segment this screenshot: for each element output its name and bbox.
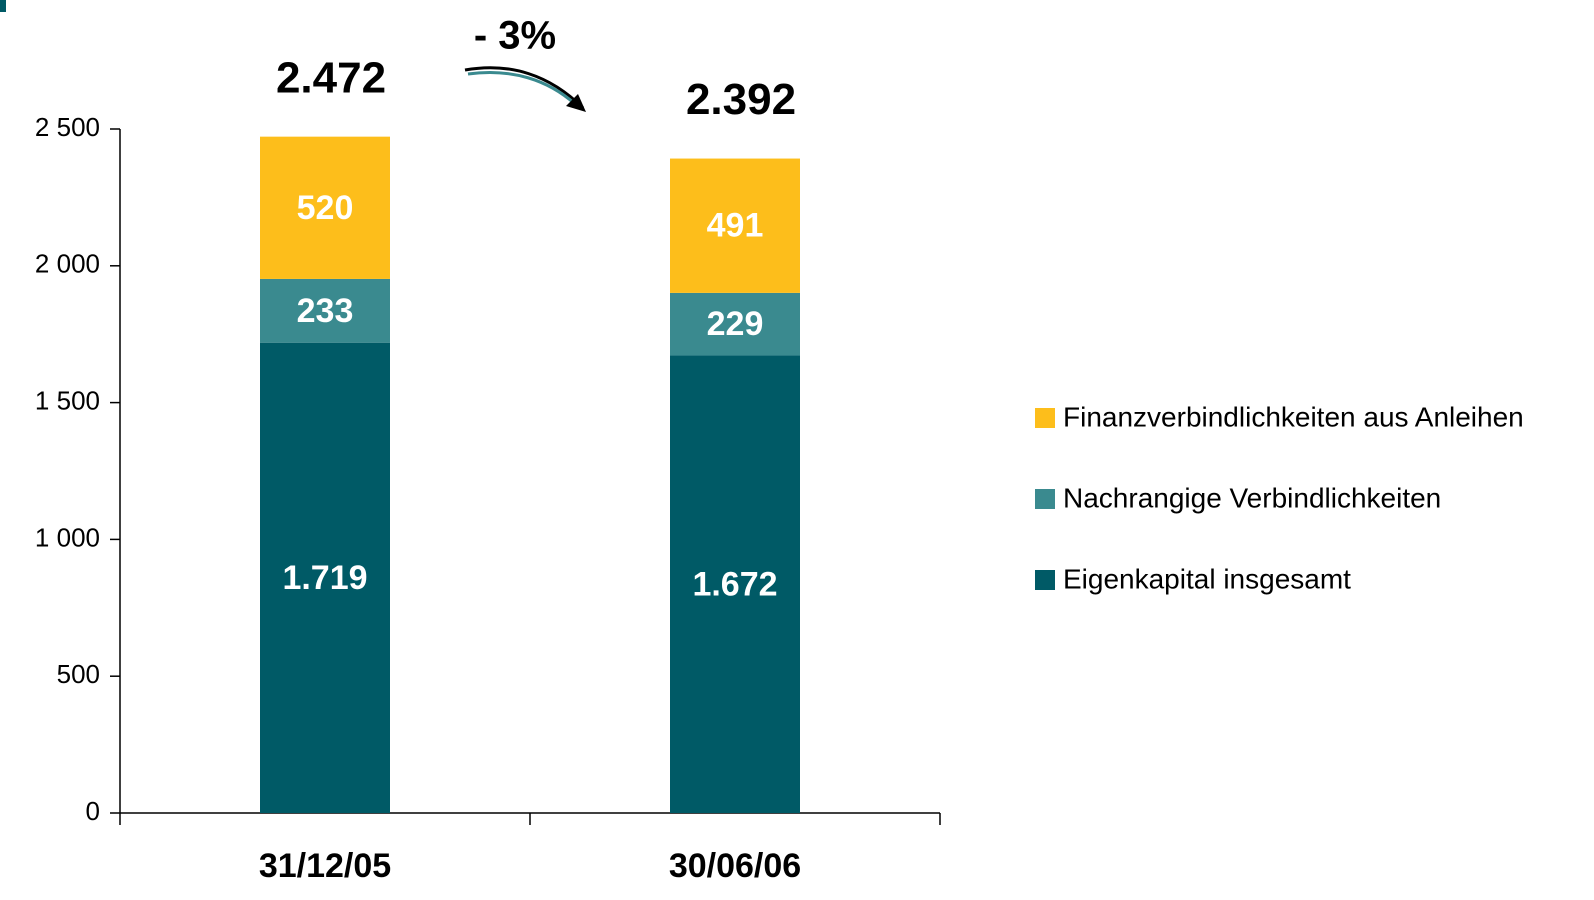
y-tick-label: 0: [86, 796, 100, 826]
x-tick-label: 31/12/05: [259, 847, 391, 885]
data-label: 229: [707, 305, 764, 343]
bar-segment: [670, 158, 800, 293]
bar-segment: [260, 342, 390, 813]
total-label: 2.472: [276, 53, 386, 102]
x-tick-label: 30/06/06: [669, 847, 801, 885]
y-tick-label: 500: [57, 659, 100, 689]
change-arrow: [464, 66, 585, 110]
data-label: 233: [297, 292, 354, 330]
data-label: 1.719: [282, 559, 367, 597]
data-label: 520: [297, 189, 354, 227]
change-arrow-shade: [467, 70, 576, 106]
legend-label: Finanzverbindlichkeiten aus Anleihen: [1063, 401, 1524, 432]
y-tick-label: 2 000: [35, 249, 100, 279]
legend-label: Eigenkapital insgesamt: [1063, 563, 1351, 594]
bar-segment: [670, 292, 800, 356]
data-label: 1.672: [692, 565, 777, 603]
change-annotation: - 3%: [474, 14, 556, 58]
legend-swatch: [1035, 408, 1055, 428]
data-label: 491: [707, 207, 764, 245]
corner-mark: [0, 0, 6, 12]
bar-segment: [670, 355, 800, 813]
arrow-head: [566, 94, 586, 112]
y-tick-label: 1 500: [35, 385, 100, 415]
y-tick-label: 1 000: [35, 522, 100, 552]
legend-swatch: [1035, 570, 1055, 590]
bar-segment: [260, 278, 390, 343]
y-tick-label: 2 500: [35, 112, 100, 142]
legend-swatch: [1035, 489, 1055, 509]
total-label: 2.392: [686, 75, 796, 124]
legend-label: Nachrangige Verbindlichkeiten: [1063, 482, 1441, 513]
bar-segment: [260, 136, 390, 279]
